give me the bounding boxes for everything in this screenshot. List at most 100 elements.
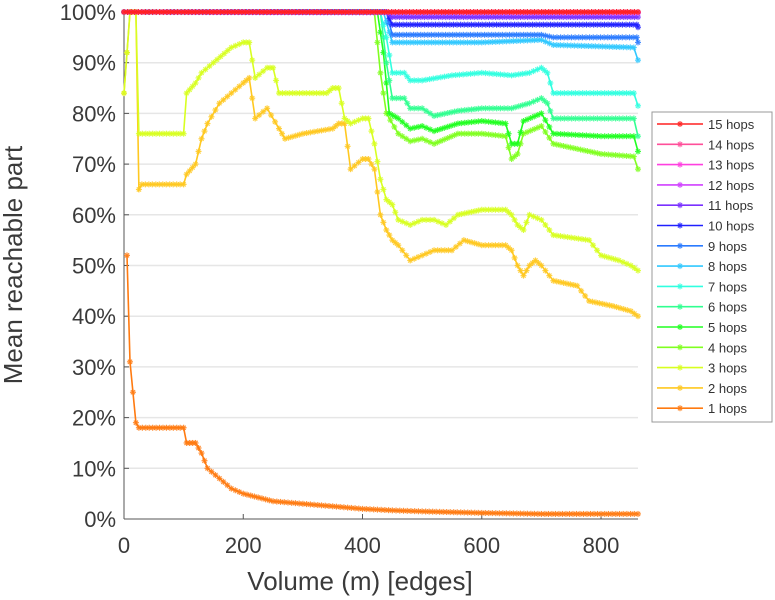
axes: 0% 10% 20% 30% 40% 50% 60% 70% 80% 90% 100% 0 200 400… (60, 0, 638, 558)
y-tick-label: 0% (84, 507, 116, 532)
legend-item: 2 hops (657, 381, 748, 396)
data-point-marker (208, 468, 215, 475)
legend-marker-icon (677, 405, 683, 412)
data-point-marker (508, 211, 515, 218)
data-point-marker (538, 64, 545, 71)
legend-item: 9 hops (657, 239, 748, 254)
data-point-marker (129, 389, 136, 396)
data-point-marker (212, 107, 219, 114)
data-point-marker (386, 77, 393, 84)
data-point-marker (590, 90, 597, 97)
data-point-marker (542, 221, 549, 228)
data-point-marker (256, 71, 263, 78)
data-point-marker (635, 510, 641, 517)
data-point-marker (442, 221, 449, 228)
data-point-marker (383, 59, 390, 66)
x-tick-label: 200 (225, 533, 262, 558)
data-point-marker (635, 166, 641, 173)
data-point-marker (126, 358, 133, 365)
legend-item: 14 hops (657, 137, 755, 152)
data-point-marker (374, 188, 381, 195)
data-point-marker (249, 95, 256, 102)
data-point-marker (260, 68, 267, 75)
series-1-hops (123, 252, 641, 517)
data-point-marker (246, 39, 253, 46)
legend-marker-icon (677, 384, 683, 391)
data-point-marker (517, 129, 524, 136)
data-point-marker (514, 150, 521, 157)
data-point-marker (445, 73, 452, 80)
data-point-marker (216, 100, 223, 107)
data-point-marker (368, 128, 375, 135)
data-point-marker (232, 86, 239, 93)
data-point-marker (523, 219, 530, 226)
data-point-marker (374, 39, 381, 46)
legend-item: 4 hops (657, 340, 748, 355)
data-point-marker (586, 237, 593, 244)
data-point-marker (633, 34, 640, 41)
data-point-marker (195, 74, 202, 81)
data-point-marker (594, 115, 601, 122)
data-point-marker (249, 57, 256, 64)
legend-label: 11 hops (708, 198, 754, 213)
data-point-marker (437, 137, 444, 144)
data-point-marker (415, 136, 422, 143)
data-point-marker (627, 308, 634, 315)
legend-label: 4 hops (708, 340, 748, 355)
data-point-marker (276, 125, 283, 132)
data-point-marker (228, 90, 235, 97)
data-point-marker (210, 59, 217, 66)
legend: 15 hops 14 hops 13 hops 12 hops 11 hops 10 ho… (651, 111, 773, 423)
data-point-marker (423, 107, 430, 114)
data-point-marker (264, 105, 271, 112)
data-point-marker (272, 118, 279, 125)
data-point-marker (546, 272, 553, 279)
data-point-marker (377, 176, 384, 183)
y-tick-label: 40% (72, 304, 116, 329)
data-point-marker (380, 219, 387, 226)
y-tick-label: 20% (72, 406, 116, 431)
legend-item: 8 hops (657, 259, 748, 274)
data-point-marker (520, 227, 527, 234)
data-point-marker (441, 73, 448, 80)
data-point-marker (403, 252, 410, 259)
data-point-marker (380, 186, 387, 193)
data-point-marker (195, 148, 202, 155)
data-point-marker (391, 123, 398, 130)
legend-item: 12 hops (657, 178, 755, 193)
legend-item: 7 hops (657, 279, 748, 294)
data-point-marker (386, 232, 393, 239)
data-point-marker (542, 117, 549, 124)
y-tick-label: 50% (72, 254, 116, 279)
legend-marker-icon (677, 202, 683, 209)
data-point-marker (387, 117, 394, 124)
data-point-marker (546, 227, 553, 234)
legend-marker-icon (677, 303, 683, 310)
legend-item: 15 hops (657, 117, 755, 132)
data-point-marker (132, 419, 139, 426)
data-point-marker (437, 74, 444, 81)
data-point-marker (419, 77, 426, 84)
data-point-marker (478, 105, 485, 112)
data-point-marker (399, 247, 406, 254)
data-point-marker (419, 105, 426, 112)
data-point-marker (567, 144, 574, 151)
legend-item: 1 hops (657, 401, 748, 416)
data-point-marker (371, 140, 378, 147)
data-point-marker (355, 159, 362, 166)
data-point-marker (630, 44, 637, 51)
data-point-marker (538, 216, 545, 223)
data-point-marker (401, 95, 408, 102)
data-point-marker (224, 482, 231, 489)
data-point-marker (208, 113, 215, 120)
data-point-marker (123, 252, 130, 259)
data-point-marker (547, 79, 554, 86)
data-point-marker (450, 215, 457, 222)
data-point-marker (635, 57, 641, 64)
data-point-marker (404, 100, 411, 107)
y-axis-label: Mean reachable part (0, 145, 28, 384)
data-point-marker (392, 209, 399, 216)
data-point-marker (395, 130, 402, 137)
data-point-marker (344, 143, 351, 150)
